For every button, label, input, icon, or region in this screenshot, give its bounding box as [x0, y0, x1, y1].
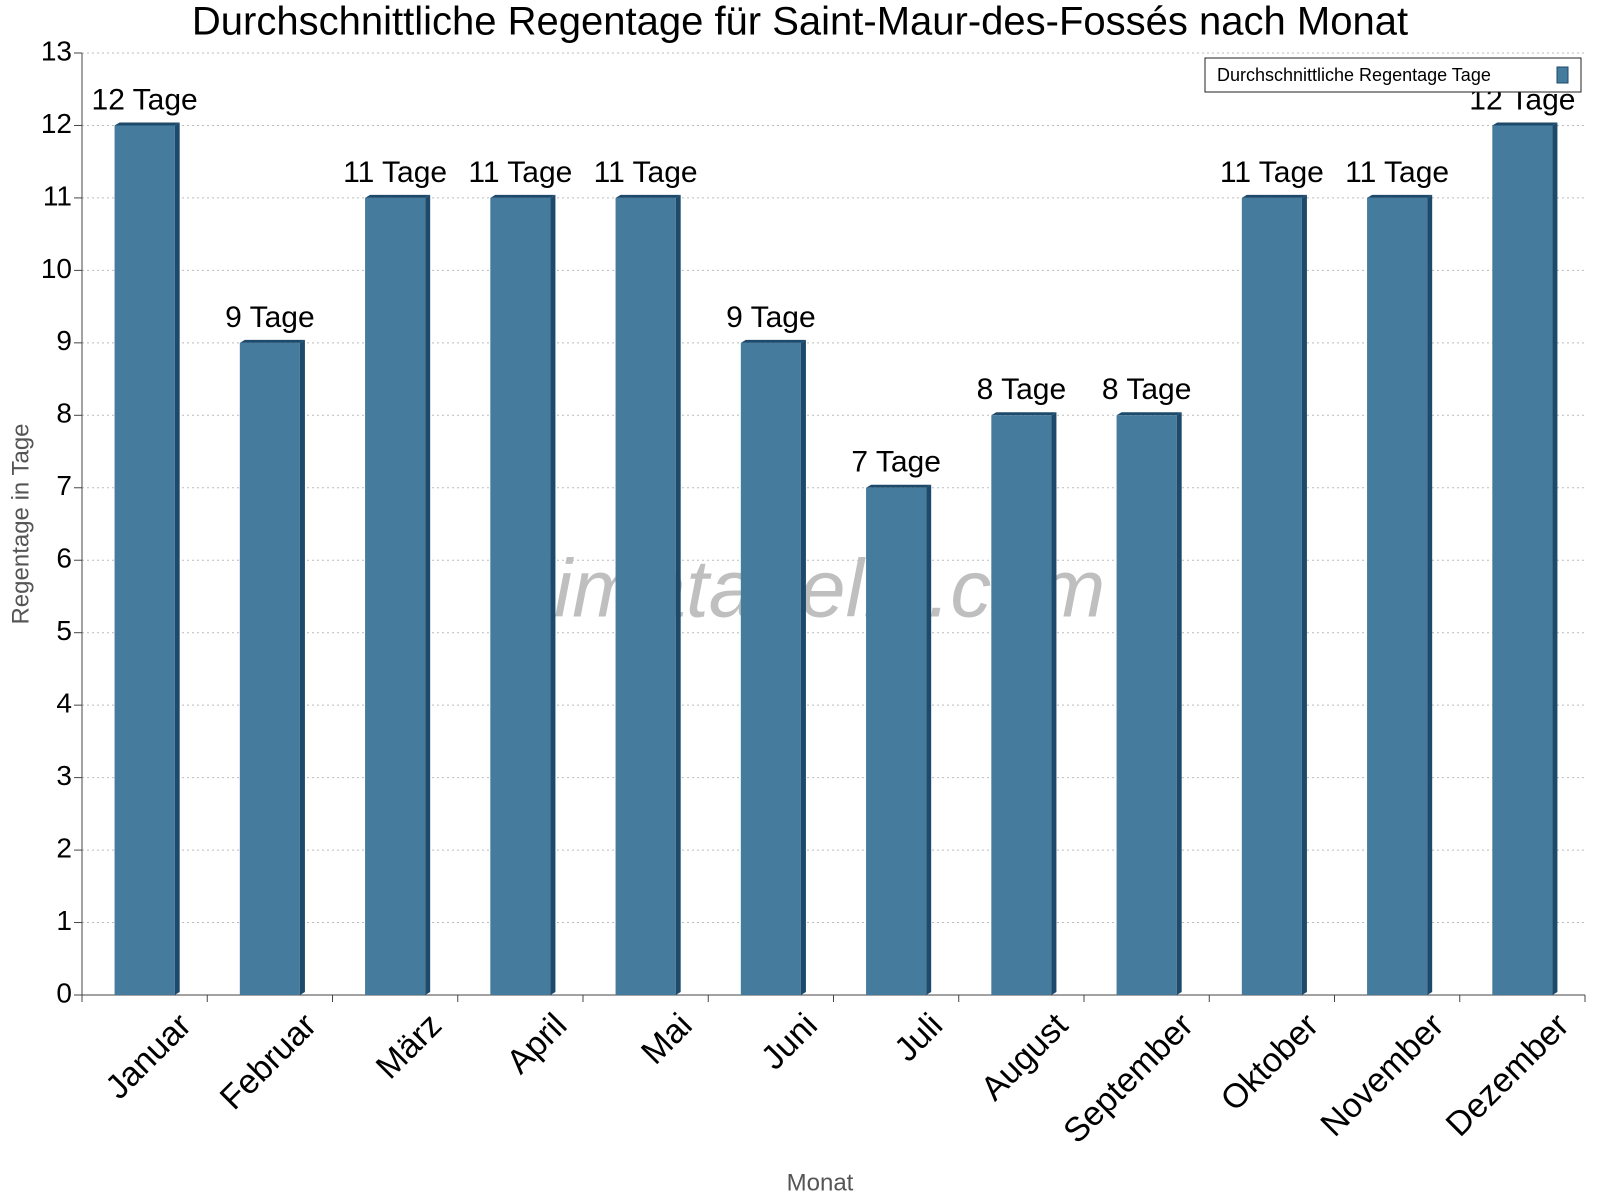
value-label: 8 Tage [1102, 373, 1192, 406]
bar [490, 197, 551, 995]
y-tick-label: 2 [56, 832, 72, 863]
x-tick-label: September [1056, 1006, 1200, 1150]
bar-side [550, 194, 556, 995]
value-label: 9 Tage [726, 301, 816, 334]
bar-top [740, 339, 806, 343]
value-label: 11 Tage [468, 156, 572, 189]
y-tick-label: 0 [56, 977, 72, 1008]
bar [740, 342, 801, 995]
y-tick-label: 1 [56, 905, 72, 936]
bar [1367, 197, 1428, 995]
y-tick-label: 8 [56, 398, 72, 429]
bar-top [991, 412, 1057, 416]
legend-box [1204, 57, 1582, 93]
bar-top [615, 194, 681, 198]
value-label: 7 Tage [851, 446, 941, 479]
y-tick-label: 7 [56, 470, 72, 501]
y-tick-label: 9 [56, 325, 72, 356]
x-tick-label: Dezember [1439, 1006, 1577, 1144]
bar-top [866, 484, 932, 488]
legend: Durchschnittliche Regentage Tage [1204, 57, 1582, 93]
y-tick-label: 5 [56, 615, 72, 646]
x-tick-label: Juli [887, 1006, 950, 1069]
x-axis-title: Monat [787, 1169, 854, 1196]
y-axis-title: Regentage in Tage [7, 423, 34, 624]
x-tick-label: Januar [98, 1006, 198, 1106]
bar-side [1176, 412, 1182, 995]
bar-side [1051, 412, 1057, 995]
bar-top [1116, 412, 1182, 416]
bar [1492, 125, 1553, 995]
value-label: 8 Tage [977, 373, 1067, 406]
bar-side [299, 339, 305, 995]
bar-side [1552, 122, 1558, 995]
y-tick-label: 10 [41, 253, 72, 284]
x-tick-label: April [499, 1006, 574, 1081]
bar-side [1301, 194, 1307, 995]
bar-top [114, 122, 180, 126]
x-tick-label: Oktober [1213, 1006, 1325, 1118]
x-tick-label: November [1313, 1006, 1451, 1144]
bar [991, 415, 1052, 995]
bar-side [926, 484, 932, 995]
x-tick-label: August [974, 1006, 1076, 1108]
bar-side [425, 194, 431, 995]
value-label: 11 Tage [1220, 156, 1324, 189]
x-tick-label: Mai [634, 1006, 700, 1072]
bar-top [365, 194, 431, 198]
bar [1116, 415, 1177, 995]
x-tick-label: März [369, 1006, 449, 1086]
bar-side [174, 122, 180, 995]
bar [239, 342, 300, 995]
value-label: 11 Tage [343, 156, 447, 189]
bar-top [490, 194, 556, 198]
bar-side [800, 339, 806, 995]
legend-label: Durchschnittliche Regentage Tage [1217, 65, 1491, 85]
bar [615, 197, 676, 995]
y-tick-label: 13 [41, 35, 72, 66]
x-tick-label: Juni [754, 1006, 825, 1077]
legend-swatch [1556, 66, 1569, 84]
bar-top [1367, 194, 1433, 198]
y-tick-label: 11 [43, 180, 72, 211]
bar-top [1492, 122, 1558, 126]
bar-side [1427, 194, 1433, 995]
bar-side [675, 194, 681, 995]
bar-top [239, 339, 305, 343]
bar [114, 125, 175, 995]
value-label: 11 Tage [1345, 156, 1449, 189]
bar-top [1241, 194, 1307, 198]
y-tick-label: 12 [41, 108, 72, 139]
y-tick-label: 6 [56, 543, 72, 574]
bar [365, 197, 426, 995]
y-tick-label: 3 [56, 760, 72, 791]
value-label: 9 Tage [225, 301, 315, 334]
value-label: 12 Tage [92, 83, 198, 116]
chart-title: Durchschnittliche Regentage für Saint-Ma… [192, 0, 1408, 44]
y-tick-label: 4 [56, 688, 72, 719]
x-tick-label: Februar [213, 1006, 324, 1117]
value-label: 11 Tage [594, 156, 698, 189]
bar [866, 487, 927, 995]
bar [1241, 197, 1302, 995]
